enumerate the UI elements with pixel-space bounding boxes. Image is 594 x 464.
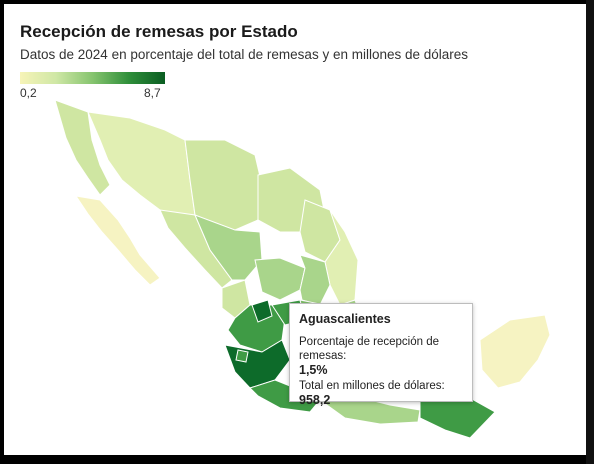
- state-durango[interactable]: [194, 214, 263, 281]
- tooltip-percentage-label: Porcentaje de recepción de remesas:: [299, 336, 440, 362]
- window-edge: [586, 0, 594, 464]
- state-chihuahua[interactable]: [184, 139, 263, 233]
- tooltip-state-name: Aguascalientes: [299, 312, 391, 326]
- map-title: Recepción de remesas por Estado: [20, 22, 298, 41]
- legend-max-label: 8,7: [144, 86, 161, 100]
- map-subtitle: Datos de 2024 en porcentaje del total de…: [20, 47, 469, 62]
- state-baja-california-sur[interactable]: [74, 195, 161, 286]
- state-tooltip: Aguascalientes Porcentaje de recepción d…: [289, 303, 473, 407]
- state-yucatan-peninsula[interactable]: [479, 314, 551, 389]
- tooltip-usd-value: 958,2: [299, 393, 331, 407]
- legend-min-label: 0,2: [20, 86, 37, 100]
- state-baja-california[interactable]: [54, 99, 111, 196]
- state-guerrero[interactable]: [249, 379, 321, 413]
- state-zacatecas[interactable]: [254, 257, 306, 301]
- tooltip-usd-label: Total en millones de dólares:: [299, 380, 445, 392]
- state-aguascalientes[interactable]: [251, 299, 273, 323]
- state-colima[interactable]: [235, 349, 249, 363]
- tooltip-percentage-value: 1,5%: [299, 363, 328, 377]
- legend-color-scale: [20, 72, 165, 84]
- state-san-luis-potosi[interactable]: [299, 254, 331, 306]
